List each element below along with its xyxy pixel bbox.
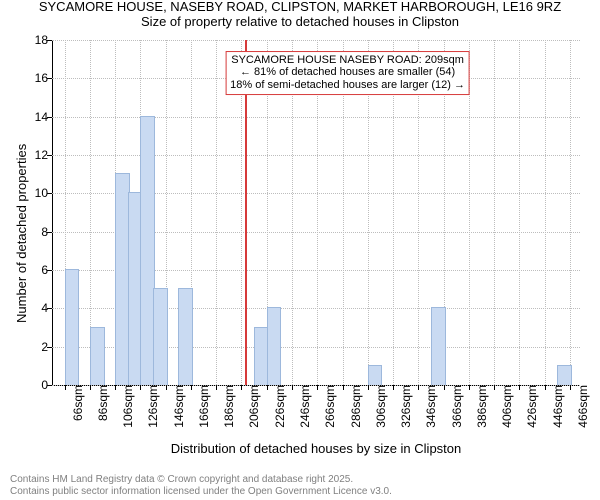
x-tick-label: 66sqm (69, 385, 85, 421)
x-tick-mark (267, 385, 268, 390)
annotation-line2: ← 81% of detached houses are smaller (54… (230, 66, 465, 79)
x-tick-label: 346sqm (422, 385, 438, 428)
x-tick-mark (393, 385, 394, 390)
x-tick-mark (317, 385, 318, 390)
x-tick-mark (494, 385, 495, 390)
y-axis-line (52, 40, 53, 385)
x-tick-label: 426sqm (523, 385, 539, 428)
annotation-box: SYCAMORE HOUSE NASEBY ROAD: 209sqm← 81% … (225, 51, 470, 95)
x-tick-label: 186sqm (220, 385, 236, 428)
histogram-bar (368, 365, 383, 385)
x-tick-label: 386sqm (473, 385, 489, 428)
y-tick-label: 12 (35, 148, 52, 162)
x-tick-label: 246sqm (296, 385, 312, 428)
x-tick-label: 106sqm (119, 385, 135, 428)
grid-line-v (494, 40, 495, 385)
x-tick-label: 266sqm (321, 385, 337, 428)
attribution: Contains HM Land Registry data © Crown c… (0, 470, 392, 500)
attribution-line2: Contains public sector information licen… (10, 486, 392, 498)
y-tick-label: 16 (35, 71, 52, 85)
x-tick-mark (216, 385, 217, 390)
x-tick-label: 206sqm (245, 385, 261, 428)
histogram-bar (153, 288, 168, 385)
histogram-bar (65, 269, 80, 385)
x-tick-label: 286sqm (347, 385, 363, 428)
x-tick-mark (241, 385, 242, 390)
grid-line-h (52, 117, 580, 118)
x-tick-mark (65, 385, 66, 390)
x-tick-label: 306sqm (372, 385, 388, 428)
x-tick-label: 86sqm (94, 385, 110, 421)
x-tick-label: 166sqm (195, 385, 211, 428)
x-tick-label: 406sqm (498, 385, 514, 428)
histogram-bar (557, 365, 572, 385)
x-tick-label: 366sqm (448, 385, 464, 428)
y-axis-title: Number of detached properties (14, 143, 29, 322)
annotation-line1: SYCAMORE HOUSE NASEBY ROAD: 209sqm (230, 54, 465, 67)
chart-title-line2: Size of property relative to detached ho… (0, 15, 600, 30)
histogram-bar (90, 327, 105, 386)
plot-area: 02468101214161866sqm86sqm106sqm126sqm146… (52, 40, 580, 386)
x-axis-title: Distribution of detached houses by size … (52, 441, 580, 456)
x-tick-mark (570, 385, 571, 390)
x-tick-mark (368, 385, 369, 390)
x-tick-mark (444, 385, 445, 390)
x-tick-label: 446sqm (549, 385, 565, 428)
grid-line-v (570, 40, 571, 385)
x-tick-mark (140, 385, 141, 390)
x-tick-mark (343, 385, 344, 390)
y-tick-label: 10 (35, 186, 52, 200)
grid-line-h (52, 155, 580, 156)
x-tick-mark (292, 385, 293, 390)
y-tick-label: 8 (41, 225, 52, 239)
annotation-line3: 18% of semi-detached houses are larger (… (230, 79, 465, 92)
y-tick-label: 0 (41, 378, 52, 392)
x-tick-mark (545, 385, 546, 390)
attribution-line1: Contains HM Land Registry data © Crown c… (10, 474, 392, 486)
x-tick-label: 126sqm (144, 385, 160, 428)
x-tick-mark (191, 385, 192, 390)
property-size-chart: SYCAMORE HOUSE, NASEBY ROAD, CLIPSTON, M… (0, 0, 600, 500)
y-tick-label: 14 (35, 110, 52, 124)
x-tick-label: 326sqm (397, 385, 413, 428)
grid-line-v (519, 40, 520, 385)
grid-line-v (216, 40, 217, 385)
histogram-bar (178, 288, 193, 385)
x-tick-label: 146sqm (170, 385, 186, 428)
grid-line-h (52, 40, 580, 41)
x-tick-mark (469, 385, 470, 390)
x-tick-mark (115, 385, 116, 390)
histogram-bar (267, 307, 282, 385)
x-tick-label: 466sqm (574, 385, 590, 428)
y-tick-label: 18 (35, 33, 52, 47)
chart-title-line1: SYCAMORE HOUSE, NASEBY ROAD, CLIPSTON, M… (0, 0, 600, 15)
grid-line-v (545, 40, 546, 385)
x-tick-mark (90, 385, 91, 390)
y-tick-label: 6 (41, 263, 52, 277)
histogram-bar (431, 307, 446, 385)
y-tick-label: 4 (41, 301, 52, 315)
x-tick-mark (418, 385, 419, 390)
x-tick-mark (519, 385, 520, 390)
x-tick-label: 226sqm (271, 385, 287, 428)
y-tick-label: 2 (41, 340, 52, 354)
x-tick-mark (166, 385, 167, 390)
